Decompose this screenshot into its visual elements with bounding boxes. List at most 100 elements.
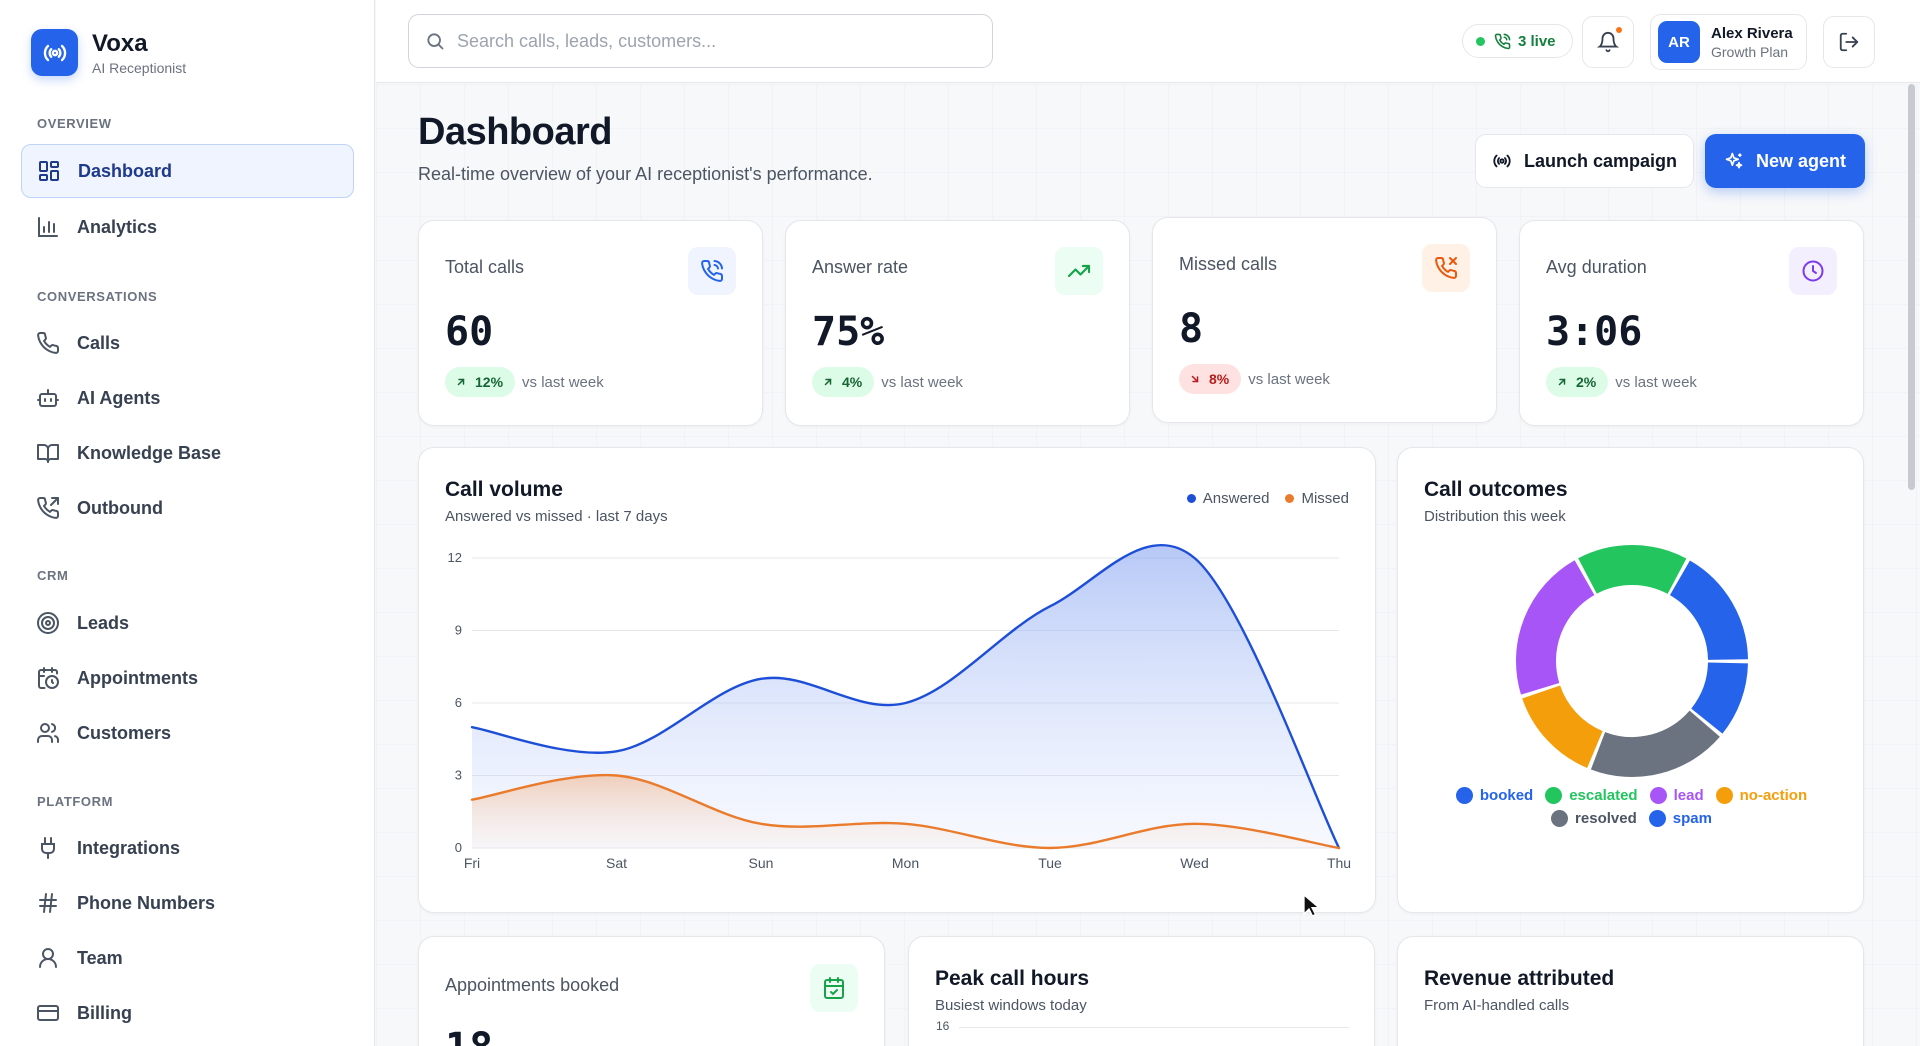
topbar: 3 live AR Alex Rivera Growth Plan — [376, 0, 1920, 83]
legend-item-no-action[interactable]: no-action — [1715, 787, 1808, 804]
delta-value: 4% — [842, 374, 863, 390]
plug-icon — [41, 837, 55, 859]
delta-badge: 2% — [1546, 367, 1609, 397]
y-tick-label: 6 — [455, 695, 462, 710]
legend-item-spam[interactable]: spam — [1648, 810, 1712, 827]
delta-value: 12% — [475, 374, 504, 390]
page-scrollbar[interactable] — [1908, 84, 1915, 490]
brand[interactable]: Voxa AI Receptionist — [31, 29, 186, 76]
phone-call-icon — [688, 247, 736, 295]
arrow-down-right-icon — [1191, 375, 1199, 383]
sidebar-item-label: Phone Numbers — [77, 892, 216, 913]
bar-chart-icon — [38, 217, 58, 237]
data-point — [1193, 822, 1196, 825]
sidebar-item-label: AI Agents — [77, 387, 161, 408]
delta-note: vs last week — [1248, 370, 1330, 388]
call-outcomes-card: Call outcomes Distribution this week boo… — [1397, 447, 1864, 913]
sidebar-item-dashboard[interactable]: Dashboard — [21, 144, 354, 198]
search-box[interactable] — [408, 14, 993, 68]
data-point — [904, 701, 907, 704]
legend-dot — [1649, 787, 1667, 804]
delta-badge: 12% — [445, 367, 516, 397]
live-dot — [1476, 36, 1485, 46]
phone-icon — [37, 331, 60, 354]
legend-dot — [1715, 787, 1733, 804]
sidebar-item-integrations[interactable]: Integrations — [21, 821, 354, 875]
stat-label: Total calls — [445, 257, 525, 277]
x-tick-label: Mon — [892, 855, 919, 871]
card-title: Call outcomes — [1424, 478, 1568, 501]
appointments-booked-card[interactable]: Appointments booked 18 — [418, 936, 885, 1046]
sidebar-item-team[interactable]: Team — [21, 931, 354, 985]
legend-item-answered[interactable]: Answered — [1186, 490, 1269, 507]
mouse-cursor-icon — [1303, 894, 1320, 917]
legend-dot — [1648, 810, 1666, 827]
logout-icon — [1839, 32, 1859, 52]
stat-label: Appointments booked — [445, 975, 620, 995]
live-calls-badge[interactable]: 3 live — [1462, 24, 1573, 58]
logout-button[interactable] — [1823, 16, 1875, 68]
stat-card-avg-duration[interactable]: Avg duration 3:06 2% vs last week — [1519, 220, 1864, 426]
delta-badge: 8% — [1179, 364, 1242, 394]
data-point — [1193, 556, 1196, 559]
y-tick-label: 3 — [455, 768, 462, 783]
users-icon — [37, 723, 60, 743]
launch-campaign-button[interactable]: Launch campaign — [1475, 134, 1694, 188]
legend-item-booked[interactable]: booked — [1455, 787, 1533, 804]
delta-note: vs last week — [881, 373, 963, 391]
stat-label: Avg duration — [1546, 257, 1647, 277]
search-input[interactable] — [457, 30, 977, 52]
legend-row: booked escalated lead no-action — [1398, 787, 1865, 804]
new-agent-button[interactable]: New agent — [1705, 134, 1865, 188]
notification-dot — [1614, 25, 1624, 35]
bot-icon — [37, 389, 59, 407]
sidebar-item-label: Leads — [77, 612, 130, 633]
nav-section-crm: CRM — [37, 568, 69, 583]
call-volume-chart: 0 3 6 9 12 Fri Sat Sun Mon Tue Wed Thu — [448, 544, 1351, 871]
nav-section-overview: OVERVIEW — [37, 116, 112, 131]
sidebar-item-customers[interactable]: Customers — [21, 706, 354, 760]
sidebar-item-leads[interactable]: Leads — [21, 596, 354, 650]
sidebar: Voxa AI Receptionist OVERVIEW Dashboard … — [0, 0, 375, 1046]
arrow-up-right-icon — [1558, 378, 1566, 386]
radio-broadcast-icon — [1493, 154, 1511, 168]
sidebar-item-phone-numbers[interactable]: Phone Numbers — [21, 876, 354, 930]
card-subtitle: Distribution this week — [1424, 508, 1566, 525]
sidebar-item-appointments[interactable]: Appointments — [21, 651, 354, 705]
notifications-button[interactable] — [1582, 16, 1634, 68]
donut-slice-resolved — [1590, 710, 1720, 777]
chart-legend: Answered Missed — [1171, 490, 1349, 507]
legend-item-resolved[interactable]: resolved — [1551, 810, 1637, 827]
sidebar-item-outbound[interactable]: Outbound — [21, 481, 354, 535]
sidebar-item-calls[interactable]: Calls — [21, 316, 354, 370]
arrow-up-right-icon — [824, 378, 832, 386]
stat-value: 75% — [812, 309, 885, 355]
series-line-missed — [470, 773, 1341, 850]
sidebar-item-analytics[interactable]: Analytics — [21, 200, 354, 254]
calendar-clock-icon — [38, 667, 59, 689]
data-point — [615, 750, 618, 753]
user-menu[interactable]: AR Alex Rivera Growth Plan — [1650, 14, 1807, 70]
legend-item-escalated[interactable]: escalated — [1545, 787, 1638, 804]
y-tick-label: 12 — [448, 550, 462, 565]
legend-label: lead — [1673, 787, 1704, 804]
data-point — [759, 677, 762, 680]
legend-item-lead[interactable]: lead — [1649, 787, 1704, 804]
user-name: Alex Rivera — [1711, 24, 1793, 42]
avatar: AR — [1658, 21, 1700, 63]
series-area-missed — [472, 775, 1339, 848]
sidebar-item-label: Dashboard — [78, 160, 173, 181]
sidebar-item-billing[interactable]: Billing — [21, 986, 354, 1040]
stat-card-missed-calls[interactable]: Missed calls 8 8% vs last week — [1152, 217, 1497, 423]
legend-label: resolved — [1575, 810, 1637, 827]
sidebar-item-ai-agents[interactable]: AI Agents — [21, 371, 354, 425]
phone-call-icon — [1494, 33, 1511, 49]
sidebar-item-label: Outbound — [77, 497, 163, 518]
clock-icon — [1789, 247, 1837, 295]
sidebar-item-knowledge-base[interactable]: Knowledge Base — [21, 426, 354, 480]
legend-item-missed[interactable]: Missed — [1285, 490, 1349, 507]
legend-label: no-action — [1739, 787, 1808, 804]
trending-up-icon — [1055, 247, 1103, 295]
stat-card-answer-rate[interactable]: Answer rate 75% 4% vs last week — [785, 220, 1130, 426]
stat-card-total-calls[interactable]: Total calls 60 12% vs last week — [418, 220, 763, 426]
